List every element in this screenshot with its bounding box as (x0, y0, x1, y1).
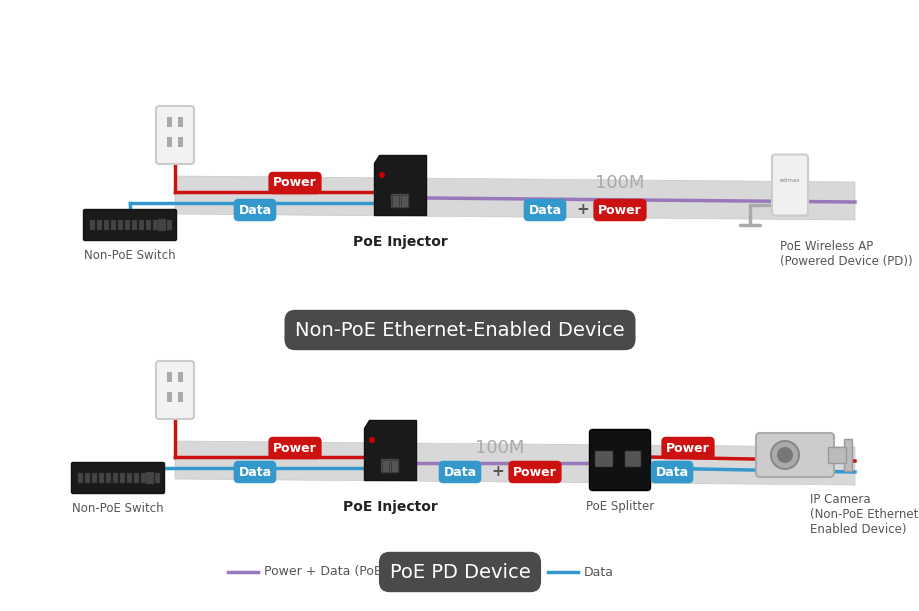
Polygon shape (175, 176, 854, 220)
Text: Power: Power (273, 442, 316, 455)
Text: Data: Data (584, 566, 613, 579)
Text: +: + (491, 464, 504, 480)
FancyBboxPatch shape (771, 155, 807, 216)
Text: edimax: edimax (778, 178, 800, 183)
Text: Non-PoE Ethernet-Enabled Device: Non-PoE Ethernet-Enabled Device (295, 321, 624, 340)
Polygon shape (364, 420, 415, 480)
Bar (113, 473, 118, 483)
Bar (146, 220, 151, 230)
Text: PoE Injector: PoE Injector (342, 500, 437, 514)
Bar (134, 473, 139, 483)
Bar (139, 220, 144, 230)
Bar (177, 392, 183, 402)
Bar (96, 220, 102, 230)
Circle shape (379, 172, 384, 178)
FancyBboxPatch shape (755, 433, 834, 477)
Text: Data: Data (654, 466, 687, 478)
Text: 100M: 100M (595, 174, 644, 192)
Bar (85, 473, 90, 483)
Text: PoE Injector: PoE Injector (352, 235, 447, 249)
FancyBboxPatch shape (595, 451, 612, 467)
Bar (127, 473, 131, 483)
Text: Data: Data (528, 203, 561, 216)
Bar (167, 117, 172, 127)
Bar (158, 219, 165, 231)
Bar (92, 473, 96, 483)
Bar (141, 473, 146, 483)
Text: PoE Wireless AP
(Powered Device (PD)): PoE Wireless AP (Powered Device (PD)) (779, 240, 912, 268)
Text: IP Camera
(Non-PoE Ethernet-
Enabled Device): IP Camera (Non-PoE Ethernet- Enabled Dev… (809, 493, 919, 536)
Bar (843, 439, 851, 471)
Text: Data: Data (238, 466, 271, 478)
Bar (106, 473, 111, 483)
Text: Power: Power (444, 566, 482, 579)
FancyBboxPatch shape (84, 210, 176, 241)
Bar (154, 473, 160, 483)
Polygon shape (374, 155, 425, 215)
FancyBboxPatch shape (391, 194, 409, 208)
Text: Non-PoE Switch: Non-PoE Switch (85, 249, 176, 262)
FancyBboxPatch shape (624, 451, 641, 467)
Bar (125, 220, 130, 230)
Text: Data: Data (238, 203, 271, 216)
Text: Non-PoE Switch: Non-PoE Switch (72, 502, 164, 515)
Bar (391, 460, 398, 472)
Polygon shape (175, 441, 854, 485)
Bar (401, 195, 407, 207)
Text: +: + (576, 202, 589, 218)
Text: Power: Power (513, 466, 556, 478)
Bar (111, 220, 116, 230)
FancyBboxPatch shape (156, 106, 194, 164)
Bar (177, 137, 183, 147)
Bar (381, 460, 389, 472)
FancyBboxPatch shape (72, 463, 165, 494)
Bar (146, 472, 153, 484)
Bar (90, 220, 95, 230)
Bar (177, 372, 183, 382)
Circle shape (369, 437, 375, 443)
Bar (167, 372, 172, 382)
Bar (119, 473, 125, 483)
Text: 100M: 100M (475, 439, 524, 457)
Circle shape (777, 447, 792, 463)
Text: Power: Power (665, 442, 709, 455)
Circle shape (770, 441, 798, 469)
Bar (391, 195, 399, 207)
Bar (167, 392, 172, 402)
Text: PoE Splitter: PoE Splitter (585, 500, 653, 513)
FancyBboxPatch shape (380, 459, 399, 473)
Text: Power + Data (PoE): Power + Data (PoE) (264, 566, 386, 579)
Text: Data: Data (443, 466, 476, 478)
Bar (104, 220, 108, 230)
Bar (177, 117, 183, 127)
Bar (148, 473, 153, 483)
Bar (167, 220, 172, 230)
Bar (160, 220, 165, 230)
Bar (118, 220, 123, 230)
Text: Power: Power (273, 177, 316, 189)
Bar (153, 220, 158, 230)
Text: Power: Power (597, 203, 641, 216)
Bar (78, 473, 83, 483)
Bar (131, 220, 137, 230)
Bar (827, 447, 845, 463)
Bar (99, 473, 104, 483)
Bar (167, 137, 172, 147)
FancyBboxPatch shape (156, 361, 194, 419)
FancyBboxPatch shape (589, 430, 650, 491)
Text: PoE PD Device: PoE PD Device (390, 563, 529, 582)
